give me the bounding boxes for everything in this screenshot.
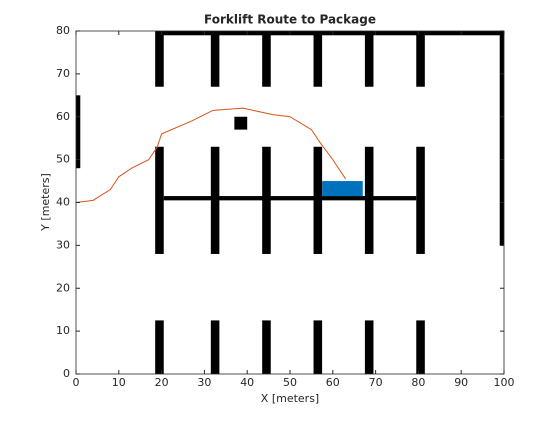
- obstacle: [262, 31, 271, 87]
- obstacle: [262, 320, 271, 374]
- obstacle: [313, 31, 323, 87]
- obstacle: [234, 116, 248, 130]
- y-axis-label: Y [meters]: [39, 173, 52, 232]
- x-tick-label: 50: [283, 376, 297, 389]
- x-tick-label: 20: [155, 376, 169, 389]
- obstacle: [210, 320, 220, 374]
- y-tick-label: 80: [56, 24, 70, 37]
- y-tick-label: 40: [56, 196, 70, 209]
- x-tick-label: 10: [112, 376, 126, 389]
- obstacle: [416, 31, 425, 87]
- x-tick-label: 100: [494, 376, 515, 389]
- y-tick-label: 10: [56, 324, 70, 337]
- obstacle: [76, 95, 81, 169]
- x-tick-label: 60: [326, 376, 340, 389]
- obstacle: [416, 146, 425, 254]
- obstacle: [163, 196, 417, 201]
- y-tick-label: 0: [63, 367, 70, 380]
- x-tick-label: 70: [369, 376, 383, 389]
- y-tick-label: 50: [56, 153, 70, 166]
- y-tick-label: 60: [56, 110, 70, 123]
- chart-title: Forklift Route to Package: [204, 13, 376, 27]
- x-axis-label: X [meters]: [261, 392, 319, 405]
- obstacle: [364, 31, 374, 87]
- x-tick-label: 40: [240, 376, 254, 389]
- obstacle: [364, 320, 374, 374]
- y-tick-label: 20: [56, 281, 70, 294]
- x-tick-label: 0: [73, 376, 80, 389]
- obstacle: [155, 31, 164, 87]
- obstacle: [155, 320, 164, 374]
- obstacle: [499, 31, 504, 246]
- obstacle: [155, 146, 164, 254]
- x-tick-label: 90: [454, 376, 468, 389]
- obstacle: [210, 31, 220, 87]
- obstacle: [313, 320, 323, 374]
- package: [322, 181, 363, 197]
- x-tick-label: 80: [411, 376, 425, 389]
- obstacle: [416, 320, 425, 374]
- route: [75, 107, 347, 203]
- y-tick-label: 30: [56, 238, 70, 251]
- x-tick-label: 30: [197, 376, 211, 389]
- y-tick-label: 70: [56, 67, 70, 80]
